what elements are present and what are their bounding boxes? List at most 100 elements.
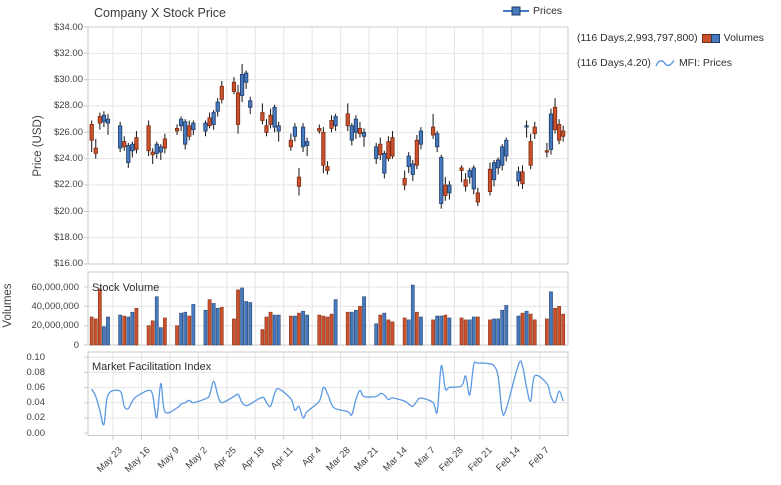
- candle-body: [500, 146, 505, 166]
- candle-body: [414, 139, 419, 166]
- price-tick-label: $24.00: [53, 153, 83, 165]
- volume-bar: [333, 299, 338, 346]
- candle-body: [386, 141, 391, 160]
- candle-body: [105, 118, 111, 124]
- candle-body: [146, 125, 151, 152]
- candle-body: [321, 131, 326, 166]
- candle-body: [406, 155, 411, 167]
- volume-bar: [374, 323, 379, 346]
- candle-body: [361, 131, 367, 137]
- candle-body: [183, 121, 188, 145]
- volume-bar: [126, 316, 131, 346]
- candle-body: [260, 112, 265, 121]
- candle-body: [418, 130, 424, 145]
- volume-bar: [439, 315, 444, 346]
- candle-body: [374, 146, 379, 160]
- volume-bar: [378, 314, 383, 346]
- volume-bar: [520, 312, 525, 346]
- volume-bar: [130, 311, 135, 346]
- volume-bar: [549, 291, 553, 346]
- candle-body: [272, 106, 277, 128]
- volume-bar: [260, 329, 265, 346]
- volume-bar: [97, 288, 102, 346]
- candle-body: [97, 116, 102, 124]
- candle-body: [524, 125, 529, 128]
- candle-body: [520, 171, 525, 185]
- volume-bar: [325, 316, 330, 346]
- mfi-tick-label: 0.02: [26, 412, 46, 424]
- candle-body: [532, 126, 537, 135]
- candle-body: [552, 106, 558, 131]
- candle-body: [300, 126, 306, 148]
- candle-body: [134, 137, 139, 150]
- candle-body: [378, 143, 383, 156]
- price-tick-label: $30.00: [53, 74, 83, 86]
- volume-bar: [345, 311, 350, 346]
- volume-bar: [236, 289, 240, 346]
- volume-bar: [382, 312, 387, 346]
- candle-body: [329, 120, 334, 129]
- volume-bar: [203, 309, 208, 346]
- candle-body: [158, 146, 163, 153]
- mfi-tick-label: 0.04: [26, 397, 46, 409]
- volume-bar: [293, 315, 297, 346]
- volume-bar: [122, 315, 127, 346]
- legend-prices[interactable]: Prices: [503, 5, 562, 17]
- volume-bar: [532, 319, 537, 346]
- volume-bar: [134, 308, 139, 346]
- volume-bar: [301, 310, 305, 346]
- volume-bar: [410, 284, 415, 346]
- volume-bar: [150, 320, 155, 346]
- volume-bar: [118, 314, 123, 346]
- legend-volumes-label: Volumes: [723, 32, 764, 44]
- volume-bar: [386, 319, 391, 346]
- candle-body: [207, 117, 212, 127]
- price-chart-title: Company X Stock Price: [94, 6, 226, 20]
- volume-bar: [232, 318, 236, 346]
- volume-bar: [207, 299, 212, 346]
- candle-body: [130, 143, 135, 152]
- candle-body: [439, 156, 444, 204]
- volume-bar: [443, 314, 448, 346]
- volume-bar: [471, 316, 476, 346]
- volume-bar: [272, 314, 277, 346]
- candle-body: [487, 168, 493, 192]
- candle-body: [402, 178, 407, 186]
- candlestick-legend-icon: [503, 6, 529, 16]
- candle-body: [101, 114, 107, 123]
- volume-bar: [146, 325, 151, 346]
- candle-body: [174, 127, 180, 132]
- volume-bar: [305, 314, 309, 346]
- volume-bar: [240, 287, 244, 346]
- volume-bar: [467, 319, 472, 346]
- legend-mfi-label: MFI: Prices: [678, 57, 733, 69]
- volume-bar: [276, 314, 281, 346]
- candle-body: [219, 85, 224, 100]
- volume-bar: [106, 316, 110, 346]
- price-tick-label: $16.00: [53, 258, 83, 270]
- volume-bar: [268, 311, 273, 346]
- candle-body: [235, 92, 241, 125]
- candle-body: [382, 152, 387, 174]
- candle-body: [475, 192, 480, 203]
- candle-body: [317, 127, 322, 132]
- candle-body: [333, 116, 338, 127]
- volume-bar: [163, 317, 167, 346]
- candle-body: [162, 138, 167, 149]
- legend-volumes[interactable]: (116 Days,2,993,797,800) Volumes: [577, 32, 764, 44]
- volume-bar: [362, 296, 366, 346]
- candle-body: [528, 141, 533, 166]
- mfi-legend-icon: [655, 59, 675, 66]
- candle-body: [504, 139, 509, 157]
- volume-bar: [191, 304, 196, 346]
- volume-legend-icon: [701, 33, 720, 43]
- legend-mfi[interactable]: (116 Days,4.20) MFI: Prices: [577, 57, 732, 69]
- mfi-tick-label: 0.08: [26, 366, 46, 378]
- candle-body: [353, 118, 358, 133]
- volume-bar: [329, 313, 334, 346]
- volume-bar: [175, 325, 179, 346]
- candle-body: [496, 159, 501, 169]
- volume-bar: [415, 311, 419, 346]
